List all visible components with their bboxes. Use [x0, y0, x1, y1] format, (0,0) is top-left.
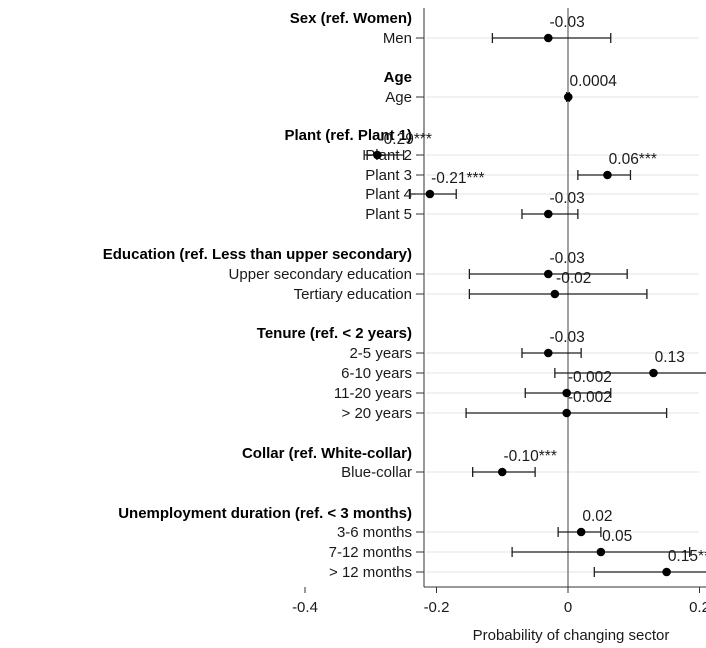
data-label-20-years: -0.002 [568, 389, 612, 406]
x-tick-label: 0.2 [689, 599, 706, 616]
point-estimate-upper-secondary-education [543, 269, 553, 279]
row-label-men: Men [383, 30, 412, 47]
row-label-upper-secondary-education: Upper secondary education [229, 266, 412, 283]
row-label-2-5-years: 2-5 years [349, 345, 412, 362]
point-estimate-11-20-years [562, 388, 571, 398]
data-label-upper-secondary-education: -0.03 [549, 250, 584, 267]
data-label-blue-collar: -0.10*** [503, 448, 556, 465]
chart-marks [363, 33, 706, 577]
point-estimate-2-5-years [543, 348, 553, 358]
data-label-age: 0.0004 [569, 73, 617, 90]
row-label-plant-3: Plant 3 [365, 167, 412, 184]
data-label-12-months: 0.15*** [668, 548, 706, 565]
point-estimate-12-months [662, 567, 671, 577]
x-tick-label: -0.2 [424, 599, 450, 616]
point-estimate-plant-5 [543, 209, 553, 219]
point-estimate-7-12-months [596, 547, 606, 557]
point-estimate-tertiary-education [550, 289, 560, 299]
point-estimate-age [563, 92, 573, 102]
data-labels: -0.03 0.0004 -0.29*** 0.06*** -0.21*** -0.03 -… [379, 14, 706, 565]
row-label-3-6-months: 3-6 months [337, 524, 412, 541]
row-label-6-10-years: 6-10 years [341, 365, 412, 382]
group-header-education-ref-less-than-upper-secondary: Education (ref. Less than upper secondar… [103, 246, 412, 263]
point-estimate-plant-2 [373, 150, 382, 160]
row-label-tertiary-education: Tertiary education [294, 286, 412, 303]
row-label-7-12-months: 7-12 months [329, 544, 412, 561]
group-header-sex-ref-women: Sex (ref. Women) [290, 10, 412, 27]
data-label-plant-3: 0.06*** [609, 151, 657, 168]
data-label-plant-4: -0.21*** [431, 170, 484, 187]
group-header-collar-ref-white-collar: Collar (ref. White-collar) [242, 445, 412, 462]
x-axis-title: Probability of changing sector [473, 627, 670, 644]
point-estimate-3-6-months [576, 527, 586, 537]
data-label-7-12-months: 0.05 [602, 528, 632, 545]
data-label-tertiary-education: -0.02 [556, 270, 591, 287]
point-estimate-20-years [562, 408, 571, 418]
point-estimate-blue-collar [497, 467, 507, 477]
data-label-6-10-years: 0.13 [655, 349, 685, 366]
row-labels: Sex (ref. Women) Men Age Age Plant (ref. Pla… [103, 10, 412, 581]
point-estimate-plant-3 [603, 170, 612, 180]
x-tick-label: 0 [564, 599, 572, 616]
row-label-plant-4: Plant 4 [365, 186, 412, 203]
row-label-plant-5: Plant 5 [365, 206, 412, 223]
data-label-3-6-months: 0.02 [582, 508, 612, 525]
group-header-tenure-ref-2-years: Tenure (ref. < 2 years) [257, 325, 412, 342]
data-label-plant-2: -0.29*** [379, 131, 432, 148]
data-label-plant-5: -0.03 [549, 190, 584, 207]
group-header-unemployment-duration-ref-3-months: Unemployment duration (ref. < 3 months) [118, 505, 412, 522]
row-label-blue-collar: Blue-collar [341, 464, 412, 481]
axes: -0.4-0.200.20.4Probability of changing s… [292, 8, 706, 644]
group-header-age: Age [384, 69, 412, 86]
point-estimate-6-10-years [649, 368, 658, 378]
group-header-plant-ref-plant-1: Plant (ref. Plant 1) [284, 127, 412, 144]
point-estimate-men [543, 33, 553, 43]
row-label-12-months: > 12 months [329, 564, 412, 581]
point-estimate-plant-4 [425, 189, 435, 199]
x-tick-label: -0.4 [292, 599, 318, 616]
data-label-2-5-years: -0.03 [549, 329, 584, 346]
data-label-men: -0.03 [549, 14, 584, 31]
row-label-age: Age [385, 89, 412, 106]
gridlines [426, 37, 699, 573]
data-label-11-20-years: -0.002 [568, 369, 612, 386]
row-label-20-years: > 20 years [342, 405, 412, 422]
row-label-11-20-years: 11-20 years [334, 385, 412, 402]
